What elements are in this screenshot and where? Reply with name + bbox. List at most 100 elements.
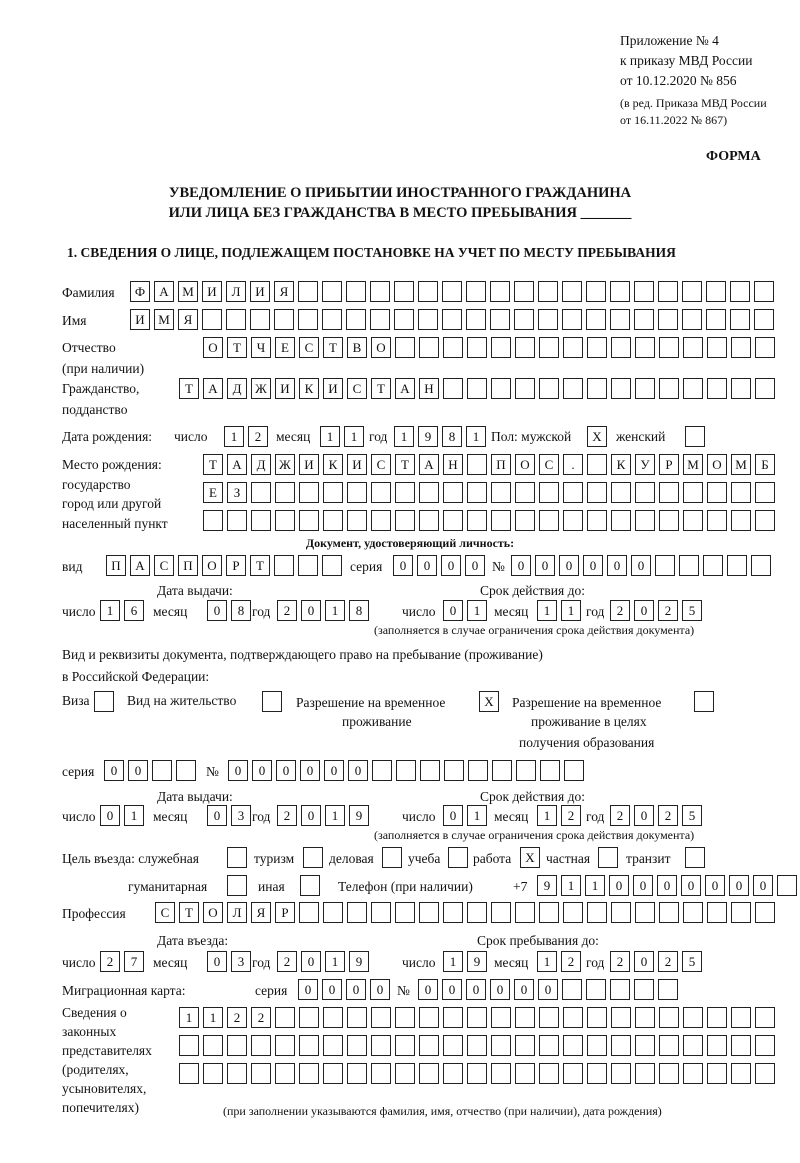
char-box[interactable] xyxy=(370,309,390,330)
char-box[interactable] xyxy=(598,847,618,868)
char-box[interactable]: 0 xyxy=(207,951,227,972)
char-box[interactable] xyxy=(707,1035,727,1056)
char-box[interactable] xyxy=(731,482,751,503)
char-box[interactable] xyxy=(323,1007,343,1028)
char-box[interactable]: 0 xyxy=(511,555,531,576)
char-box[interactable] xyxy=(275,510,295,531)
char-box[interactable] xyxy=(730,309,750,330)
char-box[interactable]: 1 xyxy=(537,951,557,972)
char-box[interactable] xyxy=(467,510,487,531)
char-box[interactable] xyxy=(202,309,222,330)
char-box[interactable] xyxy=(262,691,282,712)
char-box[interactable]: 9 xyxy=(349,805,369,826)
char-box[interactable] xyxy=(563,902,583,923)
char-box[interactable] xyxy=(539,482,559,503)
char-box[interactable] xyxy=(655,555,675,576)
char-box[interactable] xyxy=(706,281,726,302)
char-box[interactable]: Е xyxy=(203,482,223,503)
char-box[interactable] xyxy=(731,510,751,531)
char-box[interactable] xyxy=(514,281,534,302)
char-box[interactable] xyxy=(466,309,486,330)
char-box[interactable] xyxy=(491,1007,511,1028)
char-box[interactable] xyxy=(419,1035,439,1056)
char-box[interactable] xyxy=(611,378,631,399)
char-box[interactable]: И xyxy=(202,281,222,302)
char-box[interactable]: Я xyxy=(251,902,271,923)
char-box[interactable] xyxy=(611,902,631,923)
char-box[interactable]: 9 xyxy=(467,951,487,972)
char-box[interactable] xyxy=(731,1063,751,1084)
char-box[interactable]: К xyxy=(611,454,631,475)
char-box[interactable]: 0 xyxy=(348,760,368,781)
char-box[interactable]: 1 xyxy=(537,805,557,826)
char-box[interactable] xyxy=(442,309,462,330)
char-box[interactable]: Т xyxy=(323,337,343,358)
char-box[interactable]: 0 xyxy=(207,805,227,826)
char-box[interactable]: 2 xyxy=(658,951,678,972)
char-box[interactable] xyxy=(538,309,558,330)
char-box[interactable]: 0 xyxy=(393,555,413,576)
char-box[interactable]: 2 xyxy=(658,805,678,826)
char-box[interactable]: О xyxy=(707,454,727,475)
char-box[interactable]: И xyxy=(323,378,343,399)
char-box[interactable] xyxy=(610,281,630,302)
char-box[interactable] xyxy=(587,1063,607,1084)
char-box[interactable] xyxy=(299,902,319,923)
char-box[interactable] xyxy=(563,482,583,503)
char-box[interactable] xyxy=(303,847,323,868)
char-box[interactable] xyxy=(491,1063,511,1084)
char-box[interactable] xyxy=(731,378,751,399)
char-box[interactable]: 1 xyxy=(585,875,605,896)
char-box[interactable]: Р xyxy=(275,902,295,923)
char-box[interactable] xyxy=(152,760,172,781)
char-box[interactable]: 0 xyxy=(252,760,272,781)
char-box[interactable] xyxy=(731,337,751,358)
char-box[interactable] xyxy=(251,1035,271,1056)
char-box[interactable]: 2 xyxy=(561,805,581,826)
char-box[interactable]: 6 xyxy=(124,600,144,621)
char-box[interactable]: И xyxy=(347,454,367,475)
char-box[interactable] xyxy=(658,979,678,1000)
char-box[interactable] xyxy=(562,979,582,1000)
char-box[interactable] xyxy=(754,281,774,302)
char-box[interactable] xyxy=(346,309,366,330)
char-box[interactable] xyxy=(563,378,583,399)
char-box[interactable] xyxy=(610,979,630,1000)
char-box[interactable] xyxy=(371,482,391,503)
char-box[interactable] xyxy=(587,482,607,503)
char-box[interactable] xyxy=(203,1035,223,1056)
char-box[interactable]: Т xyxy=(179,902,199,923)
char-box[interactable] xyxy=(418,309,438,330)
char-box[interactable]: 0 xyxy=(418,979,438,1000)
char-box[interactable] xyxy=(490,309,510,330)
char-box[interactable] xyxy=(94,691,114,712)
char-box[interactable] xyxy=(683,1007,703,1028)
char-box[interactable] xyxy=(419,337,439,358)
char-box[interactable] xyxy=(562,281,582,302)
char-box[interactable] xyxy=(635,510,655,531)
char-box[interactable]: Т xyxy=(250,555,270,576)
char-box[interactable]: Ж xyxy=(251,378,271,399)
char-box[interactable] xyxy=(755,378,775,399)
char-box[interactable]: А xyxy=(419,454,439,475)
char-box[interactable]: 1 xyxy=(325,951,345,972)
char-box[interactable]: 2 xyxy=(561,951,581,972)
char-box[interactable] xyxy=(395,510,415,531)
char-box[interactable]: 1 xyxy=(443,951,463,972)
char-box[interactable] xyxy=(227,875,247,896)
char-box[interactable]: С xyxy=(347,378,367,399)
char-box[interactable] xyxy=(587,1035,607,1056)
char-box[interactable] xyxy=(515,482,535,503)
char-box[interactable] xyxy=(515,1007,535,1028)
char-box[interactable]: М xyxy=(683,454,703,475)
char-box[interactable]: 5 xyxy=(682,600,702,621)
char-box[interactable] xyxy=(442,281,462,302)
char-box[interactable] xyxy=(467,454,487,475)
char-box[interactable]: Р xyxy=(226,555,246,576)
char-box[interactable]: Б xyxy=(755,454,775,475)
char-box[interactable] xyxy=(179,1063,199,1084)
char-box[interactable]: 0 xyxy=(633,875,653,896)
char-box[interactable]: 0 xyxy=(753,875,773,896)
char-box[interactable]: О xyxy=(371,337,391,358)
char-box[interactable]: С xyxy=(539,454,559,475)
